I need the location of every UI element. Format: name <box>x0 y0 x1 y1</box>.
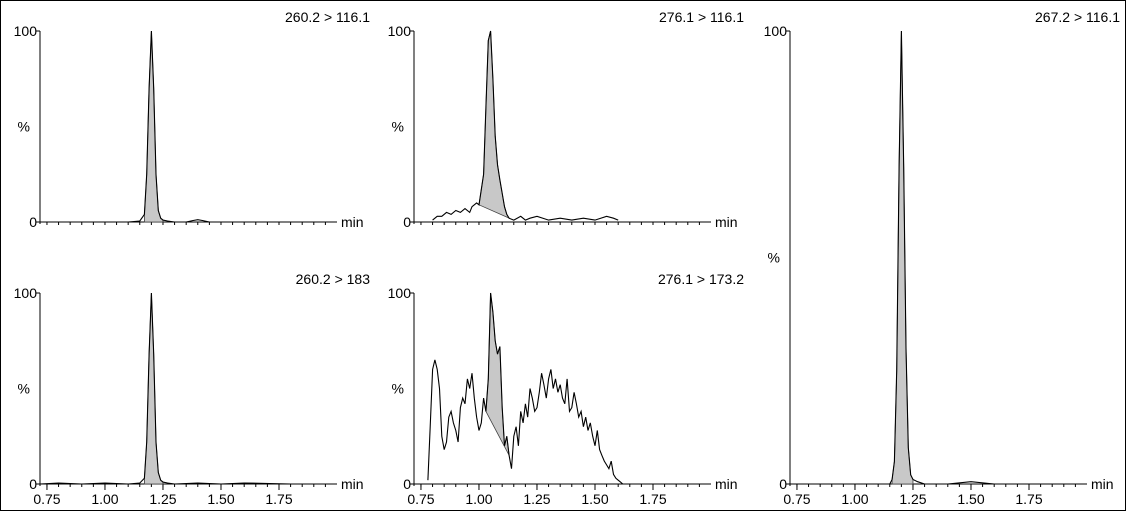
y-tick-label-0: 0 <box>403 476 411 492</box>
chromatogram-panel: 100 0% min 260.2 > 116.1 <box>14 9 371 230</box>
y-axis-label: % <box>18 119 30 135</box>
x-tick-label: 1.50 <box>957 491 984 507</box>
x-tick-label: 1.75 <box>265 491 292 507</box>
x-tick-label: 1.25 <box>523 491 550 507</box>
chromatogram-trace <box>432 30 619 221</box>
x-tick-label: 1.00 <box>841 491 868 507</box>
chromatogram-panel: 100 0% min 276.1 > 116.1 <box>388 9 745 230</box>
y-axis-label: % <box>392 381 404 397</box>
y-axis-label: % <box>18 381 30 397</box>
x-tick-label: 0.75 <box>407 491 434 507</box>
x-tick-label: 1.75 <box>639 491 666 507</box>
y-tick-label-100: 100 <box>14 23 38 39</box>
chromatogram-panel: 100 0% min 260.2 > 183 0.75 1.00 1.25 1.50 1.75 <box>14 271 371 507</box>
x-tick-label: 0.75 <box>783 491 810 507</box>
y-tick-label-0: 0 <box>29 214 37 230</box>
panel-title: 260.2 > 183 <box>296 271 371 287</box>
x-tick-label: 1.00 <box>91 491 118 507</box>
chromatogram-panel: 100 0% min 276.1 > 173.2 0.75 1.00 1.25 1.50 1.7… <box>388 271 745 507</box>
chromatogram-trace <box>427 292 624 485</box>
y-axis-label: % <box>392 119 404 135</box>
chromatogram-trace <box>790 30 1087 485</box>
x-axis-label: min <box>341 214 364 230</box>
x-tick-label: 1.50 <box>581 491 608 507</box>
panel-title: 260.2 > 116.1 <box>285 9 370 25</box>
x-tick-label: 1.00 <box>465 491 492 507</box>
x-tick-label: 1.25 <box>899 491 926 507</box>
integrated-peak-area <box>144 292 164 485</box>
x-tick-label: 0.75 <box>33 491 60 507</box>
y-tick-label-100: 100 <box>388 285 412 301</box>
x-tick-label: 1.50 <box>207 491 234 507</box>
x-tick-label: 1.25 <box>149 491 176 507</box>
y-tick-label-0: 0 <box>29 476 37 492</box>
y-axis-label: % <box>768 250 780 266</box>
panel-title: 276.1 > 116.1 <box>659 9 744 25</box>
y-tick-label-0: 0 <box>403 214 411 230</box>
integrated-peak-area <box>144 30 164 223</box>
x-axis-label: min <box>715 476 738 492</box>
panel-title: 276.1 > 173.2 <box>658 271 744 287</box>
integrated-peak-area <box>478 30 511 220</box>
panel-title: 267.2 > 116.1 <box>1035 9 1120 25</box>
chromatogram-trace <box>39 292 337 485</box>
y-tick-label-100: 100 <box>388 23 412 39</box>
y-tick-label-100: 100 <box>14 285 38 301</box>
y-tick-label-0: 0 <box>779 476 787 492</box>
x-axis-label: min <box>1091 476 1114 492</box>
chromatogram-trace <box>40 30 337 223</box>
x-axis-label: min <box>341 476 364 492</box>
chromatogram-panel: 100 0% min 267.2 > 116.1 0.75 1.00 1.25 1.50 1.7… <box>764 9 1121 507</box>
x-tick-label: 1.75 <box>1015 491 1042 507</box>
y-tick-label-100: 100 <box>764 23 788 39</box>
x-axis-label: min <box>715 214 738 230</box>
